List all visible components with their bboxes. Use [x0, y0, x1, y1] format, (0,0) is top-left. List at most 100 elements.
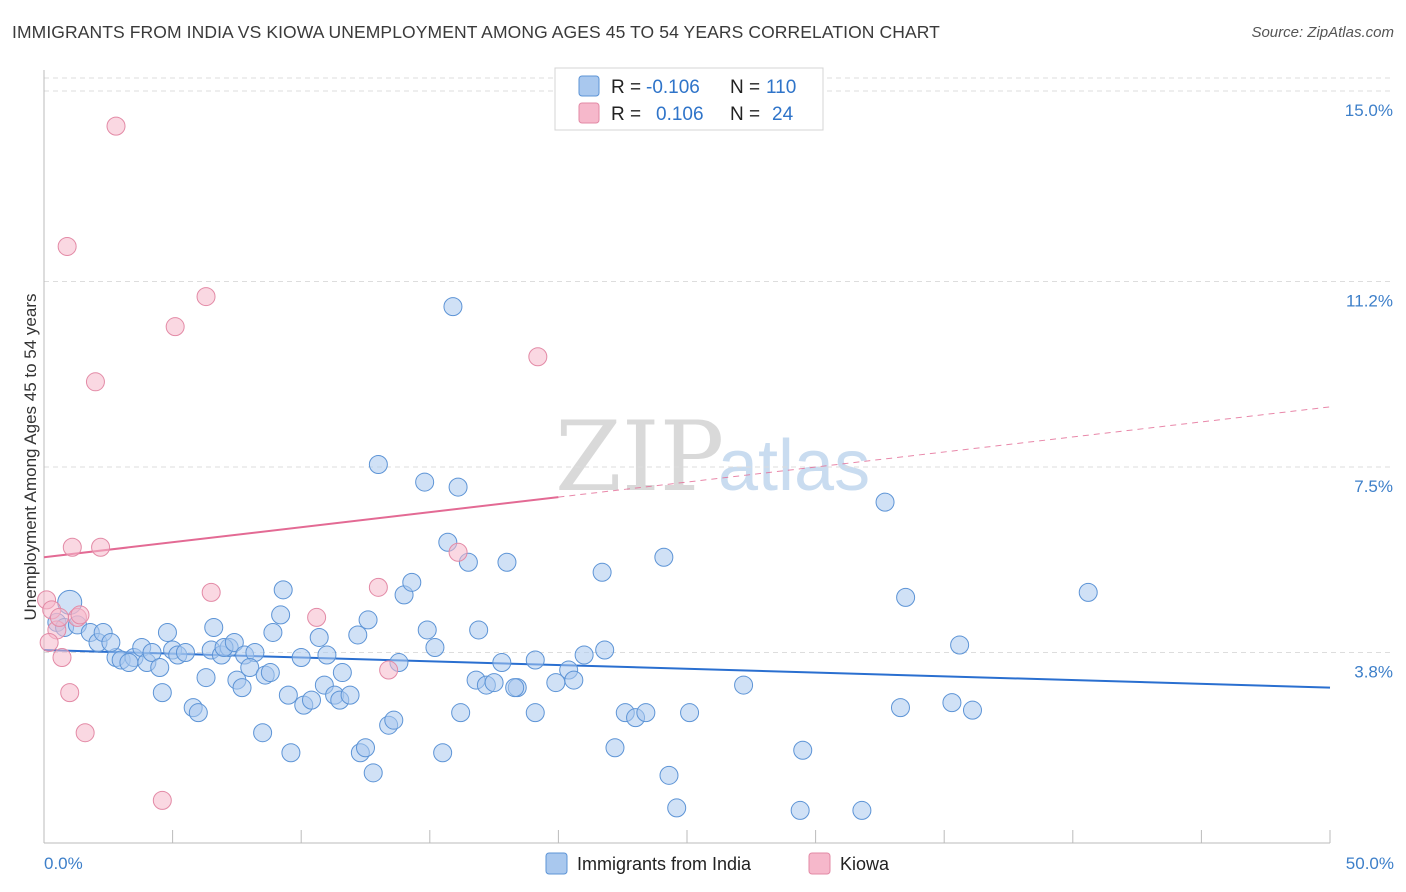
india-point	[592, 562, 612, 582]
legend-n-label-india: N =	[730, 77, 760, 98]
india-point	[875, 492, 895, 512]
india-point	[469, 620, 489, 640]
india-point	[119, 653, 139, 673]
india-point	[443, 297, 463, 317]
legend-swatch-india	[578, 75, 600, 97]
legend-swatch-kiowa	[578, 102, 600, 124]
kiowa-point	[57, 236, 77, 256]
trend-line-kiowa-extrapolated	[558, 406, 1331, 498]
india-point	[505, 678, 525, 698]
india-point	[451, 703, 471, 723]
kiowa-point	[196, 287, 216, 307]
gridlines	[44, 77, 1394, 654]
india-point	[852, 800, 872, 820]
india-point	[595, 640, 615, 660]
india-point	[680, 703, 700, 723]
series-legend: Immigrants from India Kiowa	[545, 852, 890, 875]
india-point	[356, 738, 375, 758]
india-point	[659, 765, 679, 785]
kiowa-point	[152, 790, 172, 810]
india-point	[260, 663, 280, 683]
india-point	[291, 648, 311, 668]
kiowa-point	[85, 372, 105, 392]
legend-n-value-kiowa: 24	[772, 104, 794, 125]
legend-box	[554, 67, 824, 131]
y-tick-label-3: 15.0%	[1345, 101, 1393, 120]
india-point	[278, 685, 298, 705]
trend-line-kiowa	[43, 496, 559, 559]
legend-n-label-kiowa: N =	[730, 104, 760, 125]
india-point	[497, 552, 517, 572]
india-point	[340, 685, 360, 705]
india-point	[793, 740, 813, 760]
india-point	[240, 658, 260, 678]
india-point	[636, 703, 656, 723]
kiowa-point	[70, 605, 90, 625]
india-point	[363, 763, 383, 783]
india-point	[484, 673, 504, 693]
india-point	[348, 625, 368, 645]
india-point	[667, 798, 687, 818]
kiowa-point	[201, 582, 221, 602]
india-point	[525, 703, 545, 723]
india-point	[142, 643, 162, 663]
y-tick-labels: 3.8% 7.5% 11.2% 15.0%	[1345, 101, 1393, 681]
kiowa-point	[307, 607, 327, 627]
y-tick-label-0: 3.8%	[1354, 663, 1393, 682]
legend-r-value-kiowa: 0.106	[656, 104, 704, 125]
india-point	[605, 738, 625, 758]
india-point	[417, 620, 437, 640]
kiowa-point	[75, 723, 95, 743]
x-tick-label-min: 0.0%	[44, 854, 83, 873]
x-tick-label-max: 50.0%	[1346, 854, 1394, 873]
watermark-zip: ZIP	[555, 401, 724, 513]
india-point	[492, 653, 512, 673]
legend-r-value-india: -0.106	[646, 77, 700, 98]
india-point	[271, 605, 291, 625]
watermark: ZIP atlas	[555, 401, 870, 513]
india-point	[448, 477, 468, 497]
kiowa-point	[368, 577, 388, 597]
series-kiowa-points	[37, 116, 548, 810]
india-point	[525, 650, 545, 670]
india-point	[273, 580, 293, 600]
india-point	[281, 743, 301, 763]
india-point	[101, 632, 121, 652]
india-point	[890, 698, 910, 718]
india-point	[384, 710, 404, 730]
kiowa-point	[379, 660, 399, 680]
kiowa-point	[62, 537, 82, 557]
india-point	[157, 622, 177, 642]
kiowa-point	[39, 632, 59, 652]
india-point	[790, 800, 810, 820]
bottom-legend-swatch-kiowa	[808, 852, 831, 875]
india-point	[574, 645, 594, 665]
india-point	[942, 693, 962, 713]
india-point	[402, 572, 422, 592]
india-point	[896, 587, 916, 607]
india-point	[263, 622, 283, 642]
bottom-legend-label-india: Immigrants from India	[577, 854, 752, 874]
india-point	[253, 723, 273, 743]
x-axis-ticks	[43, 830, 1331, 843]
india-point	[1078, 582, 1098, 602]
india-point	[317, 645, 337, 665]
india-point	[152, 683, 172, 703]
legend-r-label-india: R =	[611, 77, 641, 98]
india-point	[415, 472, 435, 492]
india-point	[232, 678, 252, 698]
india-point	[358, 610, 378, 630]
india-point	[950, 635, 970, 655]
india-point	[196, 668, 216, 688]
chart-title: IMMIGRANTS FROM INDIA VS KIOWA UNEMPLOYM…	[12, 22, 940, 42]
kiowa-point	[60, 683, 80, 703]
bottom-legend-swatch-india	[545, 852, 568, 875]
kiowa-point	[165, 317, 185, 337]
india-point	[301, 690, 321, 710]
india-point	[564, 670, 584, 690]
y-tick-label-1: 7.5%	[1354, 477, 1393, 496]
india-point	[150, 658, 170, 678]
y-tick-label-2: 11.2%	[1346, 292, 1393, 311]
kiowa-point	[49, 607, 69, 627]
